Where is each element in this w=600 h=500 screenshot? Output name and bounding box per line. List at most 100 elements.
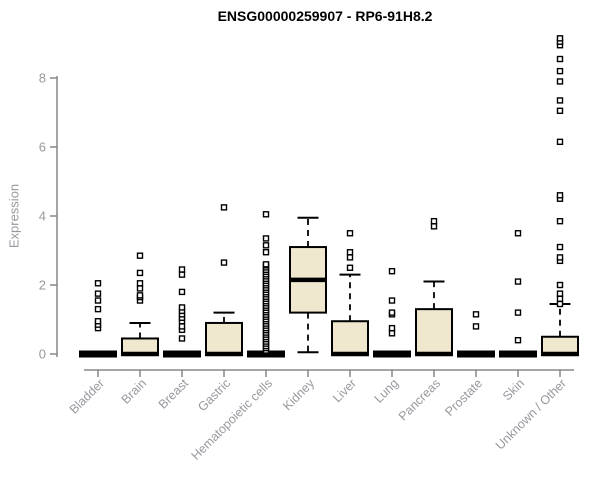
iqr-box [331,320,369,356]
x-tick-label-skin: Skin [500,376,527,403]
collapsed-box [163,350,201,358]
outlier-point [346,249,354,256]
outlier-point [178,266,186,273]
outlier-point [556,35,564,42]
outlier-point [472,311,480,318]
outlier-point [430,223,438,230]
outlier-point [388,324,396,332]
y-axis-label: Expression [6,183,22,249]
iqr-box [415,308,453,355]
outlier-point [556,295,564,302]
box-group-lung [373,268,411,358]
x-tick-label-gastric: Gastric [195,376,233,414]
collapsed-box [247,350,285,358]
outlier-point [556,192,564,199]
collapsed-box [79,350,117,358]
x-tick-label-unknown-other: Unknown / Other [493,376,569,452]
outlier-point [178,335,186,342]
collapsed-box [457,350,495,358]
outlier-point [556,55,564,63]
outlier-point [514,309,522,316]
outlier-point [262,242,270,249]
outlier-point [136,285,144,292]
iqr-box [541,335,579,355]
y-axis: 0 2 4 6 8 [39,71,58,362]
box-group-gastric [205,204,243,357]
y-tick-label: 8 [39,71,46,86]
box-group-hematopoietic-cells [247,211,285,358]
outlier-point [556,243,564,251]
collapsed-box [499,350,537,358]
chart-title: ENSG00000259907 - RP6-91H8.2 [217,8,433,24]
box-group-kidney [289,216,327,354]
outlier-point [94,305,102,313]
outlier-point [388,297,396,304]
outlier-point [178,288,186,296]
outlier-point [136,292,144,299]
box-group-pancreas [415,217,453,357]
x-tick-label-prostate: Prostate [442,376,485,419]
y-tick-label: 4 [39,209,46,224]
outlier-point [262,235,270,242]
outlier-point [388,330,396,337]
outlier-point [556,254,564,261]
outlier-point [556,97,564,104]
x-tick-label-kidney: Kidney [280,376,317,413]
outlier-point [556,78,564,85]
outlier-point [346,254,354,261]
outlier-point [556,217,564,225]
y-tick-label: 6 [39,140,46,155]
outlier-point [556,290,564,297]
outlier-point [136,252,144,259]
outlier-point [178,271,186,278]
outlier-point [346,230,354,237]
outlier-point [556,107,564,114]
x-tick-label-bladder: Bladder [67,376,107,416]
x-tick-label-liver: Liver [330,376,359,405]
box-group-brain [121,252,159,357]
outlier-point [514,230,522,237]
outlier-point [94,280,102,287]
outlier-point [388,268,396,275]
outlier-point [514,337,522,344]
box-group-bladder [79,280,117,358]
x-tick-label-breast: Breast [156,376,192,412]
iqr-box [205,321,243,356]
x-tick-label-brain: Brain [119,376,150,407]
outlier-point [430,217,438,225]
outlier-point [220,259,228,266]
collapsed-box [373,350,411,358]
x-tick-label-lung: Lung [372,376,402,406]
y-tick-label: 0 [39,347,46,362]
outlier-point [556,300,564,308]
iqr-box [121,337,159,356]
outlier-point [556,138,564,146]
outlier-point [262,249,270,256]
outlier-point [346,264,354,271]
outlier-point [262,261,270,268]
box-group-prostate [457,311,495,358]
outlier-point [136,280,144,287]
outlier-point [262,211,270,218]
y-tick-label: 2 [39,278,46,293]
outlier-point [472,323,480,330]
box-group-unknown-other [541,35,579,357]
x-tick-label-pancreas: Pancreas [396,376,443,423]
box-group-liver [331,230,369,357]
outlier-point [136,269,144,277]
box-group-skin [499,230,537,358]
x-tick-label-hematopoietic-cells: Hematopoietic cells [189,376,276,463]
outlier-point [94,290,102,297]
outlier-point [388,309,396,316]
outlier-point [556,67,564,75]
outlier-point [178,323,186,330]
outlier-point [556,281,564,289]
outlier-point [178,304,186,311]
outlier-point [514,278,522,285]
outlier-point [94,297,102,304]
outlier-point [220,204,228,211]
outlier-point [94,318,102,325]
